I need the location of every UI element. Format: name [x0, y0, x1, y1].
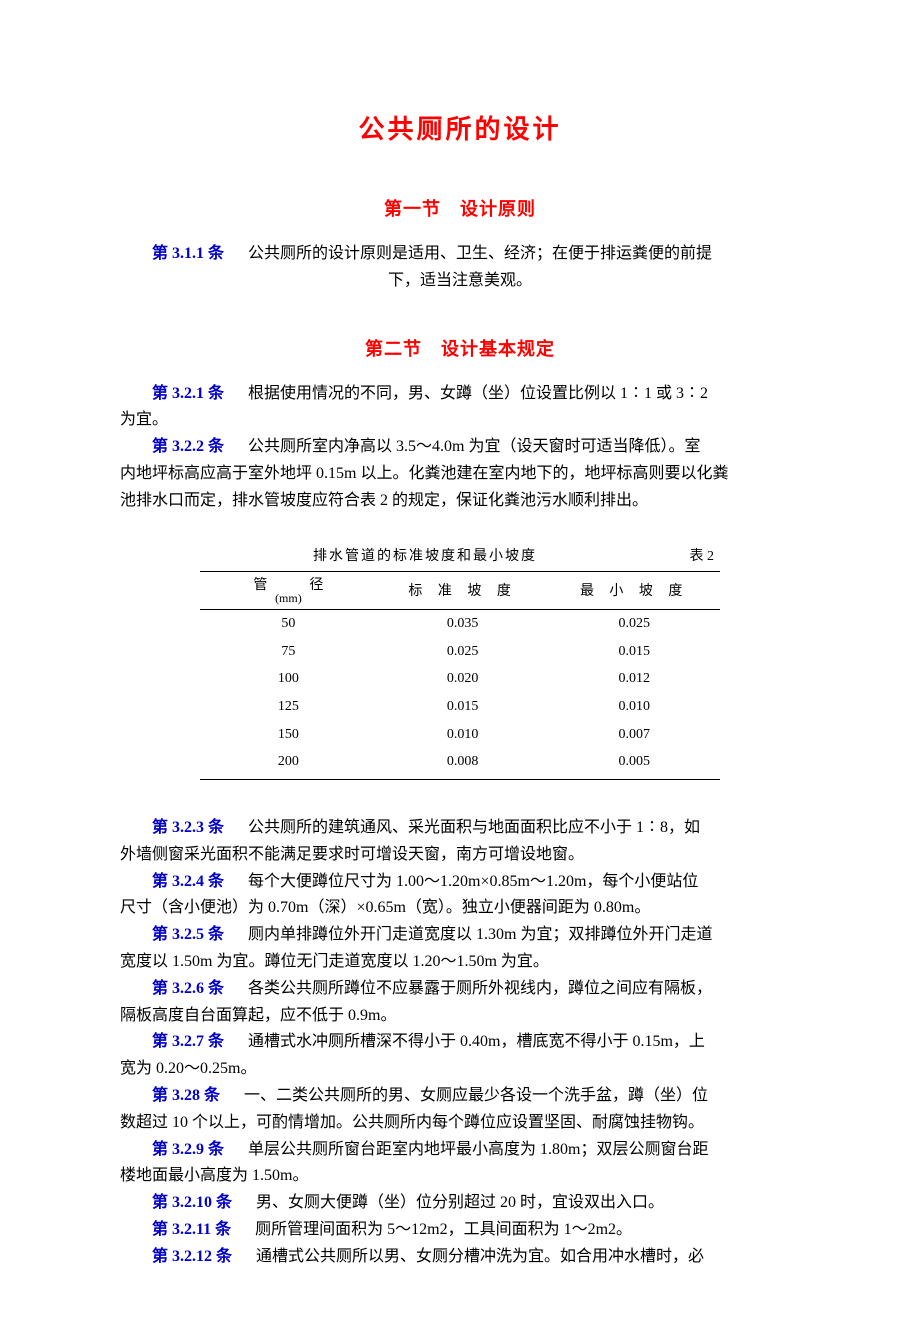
clause-cont: 池排水口而定，排水管坡度应符合表 2 的规定，保证化粪池污水顺利排出。	[120, 489, 800, 514]
clause-3-2-4: 第 3.2.4 条 每个大便蹲位尺寸为 1.00～1.20m×0.85m～1.2…	[120, 870, 800, 895]
cell-std: 0.015	[377, 693, 549, 721]
clause-text: 根据使用情况的不同，男、女蹲（坐）位设置比例以 1∶1 或 3∶2	[248, 385, 708, 402]
slope-table: 管 径 (mm) 标 准 坡 度 最 小 坡 度 50 0.035 0.025 …	[200, 571, 720, 780]
cell-min: 0.005	[548, 748, 720, 779]
clause-cont: 宽为 0.20～0.25m。	[120, 1057, 800, 1082]
cell-std: 0.025	[377, 638, 549, 666]
table-row: 200 0.008 0.005	[200, 748, 720, 779]
clause-label: 第 3.2.1 条	[152, 385, 224, 402]
clause-3-2-9: 第 3.2.9 条 单层公共厕所窗台距室内地坪最小高度为 1.80m；双层公厕窗…	[120, 1138, 800, 1163]
section-1-heading: 第一节 设计原则	[120, 196, 800, 224]
clause-cont: 宽度以 1.50m 为宜。蹲位无门走道宽度以 1.20～1.50m 为宜。	[120, 950, 800, 975]
col-header-min: 最 小 坡 度	[548, 572, 720, 610]
clause-text: 厕所管理间面积为 5～12m2，工具间面积为 1～2m2。	[255, 1221, 632, 1238]
clause-label: 第 3.2.9 条	[152, 1141, 224, 1158]
clause-label: 第 3.2.12 条	[152, 1248, 232, 1265]
clause-3-2-1: 第 3.2.1 条 根据使用情况的不同，男、女蹲（坐）位设置比例以 1∶1 或 …	[120, 382, 800, 407]
cell-diameter: 200	[200, 748, 377, 779]
clause-label: 第 3.2.5 条	[152, 926, 224, 943]
clause-label: 第 3.2.11 条	[152, 1221, 231, 1238]
clause-text: 单层公共厕所窗台距室内地坪最小高度为 1.80m；双层公厕窗台距	[248, 1141, 708, 1158]
clause-3-28: 第 3.28 条 一、二类公共厕所的男、女厕应最少各设一个洗手盆，蹲（坐）位	[120, 1084, 800, 1109]
clause-3-2-10: 第 3.2.10 条 男、女厕大便蹲（坐）位分别超过 20 时，宜设双出入口。	[120, 1191, 800, 1216]
clause-text: 男、女厕大便蹲（坐）位分别超过 20 时，宜设双出入口。	[256, 1194, 664, 1211]
clause-label: 第 3.2.7 条	[152, 1033, 224, 1050]
clause-cont: 隔板高度自台面算起，应不低于 0.9m。	[120, 1004, 800, 1029]
clause-cont: 内地坪标高应高于室外地坪 0.15m 以上。化粪池建在室内地下的，地坪标高则要以…	[120, 462, 800, 487]
clause-cont: 尺寸（含小便池）为 0.70m（深）×0.65m（宽）。独立小便器间距为 0.8…	[120, 896, 800, 921]
clause-text: 公共厕所的设计原则是适用、卫生、经济；在便于排运粪便的前提	[248, 245, 712, 262]
cell-diameter: 75	[200, 638, 377, 666]
clause-label: 第 3.2.4 条	[152, 873, 224, 890]
table-row: 125 0.015 0.010	[200, 693, 720, 721]
table-caption: 排水管道的标准坡度和最小坡度	[206, 546, 644, 568]
clause-text: 公共厕所室内净高以 3.5～4.0m 为宜（设天窗时可适当降低）。室	[248, 438, 700, 455]
clause-3-2-7: 第 3.2.7 条 通槽式水冲厕所槽深不得小于 0.40m，槽底宽不得小于 0.…	[120, 1030, 800, 1055]
cell-std: 0.035	[377, 609, 549, 637]
cell-min: 0.007	[548, 721, 720, 749]
clause-cont: 外墙侧窗采光面积不能满足要求时可增设天窗，南方可增设地窗。	[120, 843, 800, 868]
clause-3-2-3: 第 3.2.3 条 公共厕所的建筑通风、采光面积与地面面积比应不小于 1∶8，如	[120, 816, 800, 841]
clause-3-2-2: 第 3.2.2 条 公共厕所室内净高以 3.5～4.0m 为宜（设天窗时可适当降…	[120, 435, 800, 460]
clause-3-2-6: 第 3.2.6 条 各类公共厕所蹲位不应暴露于厕所外视线内，蹲位之间应有隔板，	[120, 977, 800, 1002]
clause-3-2-12: 第 3.2.12 条 通槽式公共厕所以男、女厕分槽冲洗为宜。如合用冲水槽时，必	[120, 1245, 800, 1270]
clause-text: 一、二类公共厕所的男、女厕应最少各设一个洗手盆，蹲（坐）位	[244, 1087, 708, 1104]
table-row: 100 0.020 0.012	[200, 665, 720, 693]
col-header-diameter: 管 径 (mm)	[200, 572, 377, 610]
table-2: 排水管道的标准坡度和最小坡度 表 2 管 径 (mm) 标 准 坡 度 最 小 …	[200, 546, 720, 780]
clause-cont: 数超过 10 个以上，可酌情增加。公共厕所内每个蹲位应设置坚固、耐腐蚀挂物钩。	[120, 1111, 800, 1136]
clause-label: 第 3.1.1 条	[152, 245, 224, 262]
clause-text: 公共厕所的建筑通风、采光面积与地面面积比应不小于 1∶8，如	[248, 819, 700, 836]
cell-std: 0.008	[377, 748, 549, 779]
clause-text: 每个大便蹲位尺寸为 1.00～1.20m×0.85m～1.20m，每个小便站位	[248, 873, 698, 890]
col-header-std: 标 准 坡 度	[377, 572, 549, 610]
clause-label: 第 3.28 条	[152, 1087, 220, 1104]
clause-label: 第 3.2.3 条	[152, 819, 224, 836]
document-title: 公共厕所的设计	[120, 110, 800, 150]
clause-label: 第 3.2.10 条	[152, 1194, 232, 1211]
cell-diameter: 100	[200, 665, 377, 693]
clause-text: 厕内单排蹲位外开门走道宽度以 1.30m 为宜；双排蹲位外开门走道	[248, 926, 712, 943]
clause-label: 第 3.2.2 条	[152, 438, 224, 455]
section-2-heading: 第二节 设计基本规定	[120, 336, 800, 364]
clause-3-1-1-cont: 下，适当注意美观。	[120, 269, 800, 294]
cell-min: 0.025	[548, 609, 720, 637]
table-row: 50 0.035 0.025	[200, 609, 720, 637]
cell-min: 0.012	[548, 665, 720, 693]
clause-text: 各类公共厕所蹲位不应暴露于厕所外视线内，蹲位之间应有隔板，	[248, 980, 712, 997]
cell-diameter: 125	[200, 693, 377, 721]
cell-min: 0.015	[548, 638, 720, 666]
table-row: 75 0.025 0.015	[200, 638, 720, 666]
table-number: 表 2	[644, 546, 714, 568]
clause-cont: 为宜。	[120, 408, 800, 433]
cell-diameter: 50	[200, 609, 377, 637]
cell-min: 0.010	[548, 693, 720, 721]
clause-text: 通槽式公共厕所以男、女厕分槽冲洗为宜。如合用冲水槽时，必	[256, 1248, 704, 1265]
clause-cont: 楼地面最小高度为 1.50m。	[120, 1164, 800, 1189]
table-caption-row: 排水管道的标准坡度和最小坡度 表 2	[200, 546, 720, 572]
clause-3-2-5: 第 3.2.5 条 厕内单排蹲位外开门走道宽度以 1.30m 为宜；双排蹲位外开…	[120, 923, 800, 948]
cell-diameter: 150	[200, 721, 377, 749]
document-page: 公共厕所的设计 第一节 设计原则 第 3.1.1 条 公共厕所的设计原则是适用、…	[0, 0, 920, 1332]
clause-label: 第 3.2.6 条	[152, 980, 224, 997]
cell-std: 0.020	[377, 665, 549, 693]
cell-std: 0.010	[377, 721, 549, 749]
clause-text: 通槽式水冲厕所槽深不得小于 0.40m，槽底宽不得小于 0.15m，上	[248, 1033, 705, 1050]
clause-3-1-1: 第 3.1.1 条 公共厕所的设计原则是适用、卫生、经济；在便于排运粪便的前提	[120, 242, 800, 267]
table-row: 150 0.010 0.007	[200, 721, 720, 749]
clause-3-2-11: 第 3.2.11 条 厕所管理间面积为 5～12m2，工具间面积为 1～2m2。	[120, 1218, 800, 1243]
table-header-row: 管 径 (mm) 标 准 坡 度 最 小 坡 度	[200, 572, 720, 610]
